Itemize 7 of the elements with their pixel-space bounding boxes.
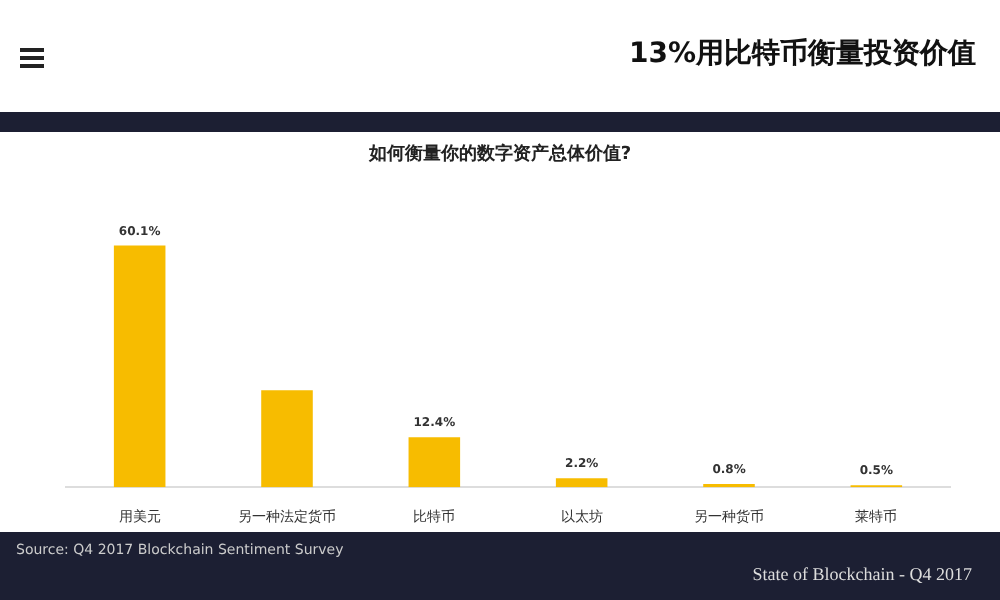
- bar: [555, 478, 608, 488]
- text: State of Blockchain - Q4 2017: [752, 564, 972, 584]
- chart-title: 如何衡量你的数字资产总体价值?: [366, 143, 632, 166]
- bar: [261, 390, 313, 488]
- text: 13%用比特币衡量投资价值: [628, 36, 976, 72]
- bar: [113, 245, 166, 488]
- bar: [408, 437, 461, 488]
